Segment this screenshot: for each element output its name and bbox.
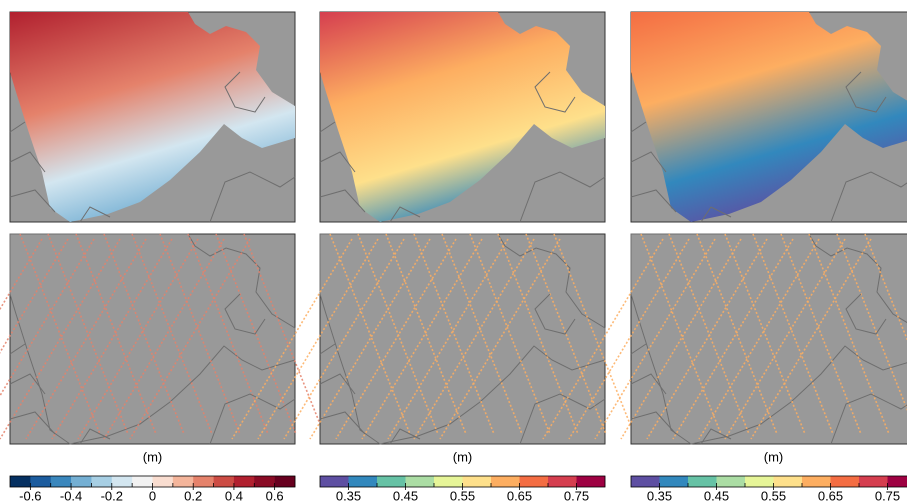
satellite-track	[698, 238, 820, 440]
satellite-track	[0, 238, 121, 440]
satellite-track	[231, 238, 353, 440]
colorbar-tick-label: 0.35	[336, 488, 361, 503]
colorbar-segment	[320, 476, 349, 487]
colorbar-segment	[10, 476, 31, 487]
colorbar-segment	[859, 476, 888, 487]
colorbar-segment	[548, 476, 577, 487]
colorbar-tick-label: 0.65	[818, 488, 843, 503]
map-panel	[319, 11, 606, 223]
colorbar-segment	[631, 476, 660, 487]
colorbar-segment	[405, 476, 435, 487]
colorbar-segment	[213, 476, 235, 487]
map-panels	[0, 11, 907, 445]
colorbar-segment	[519, 476, 549, 487]
satellite-track	[361, 238, 483, 440]
satellite-track	[439, 238, 561, 440]
satellite-track	[0, 238, 69, 354]
satellite-track	[335, 238, 457, 440]
colorbar-tick-label: -0.6	[19, 488, 41, 503]
colorbar-tick-label: 0.55	[450, 488, 475, 503]
colorbar-segment	[830, 476, 860, 487]
map-panel	[9, 11, 296, 223]
map-panel	[0, 233, 325, 445]
satellite-track	[672, 238, 794, 440]
colorbar-tick-label: 0.55	[761, 488, 786, 503]
colorbar-segment	[274, 476, 296, 487]
satellite-track	[283, 238, 405, 440]
satellite-track	[129, 238, 251, 440]
colorbar-segment	[172, 476, 194, 487]
colorbar-segment	[491, 476, 520, 487]
colorbar-segment	[30, 476, 52, 487]
satellite-track	[413, 238, 535, 440]
colorbar-label: (m)	[764, 449, 784, 464]
satellite-track	[103, 238, 225, 440]
panel-background	[319, 233, 606, 445]
colorbar-tick-label: 0.65	[507, 488, 532, 503]
panel-background	[630, 233, 907, 445]
colorbar-segment	[377, 476, 406, 487]
colorbar-tick-label: 0.45	[704, 488, 729, 503]
colorbar-segment	[576, 476, 606, 487]
map-panel	[231, 233, 635, 445]
colorbar-segment	[887, 476, 907, 487]
colorbar-tick-label: -0.2	[101, 488, 123, 503]
colorbar-segment	[462, 476, 492, 487]
colorbar-segment	[802, 476, 831, 487]
colorbar-segment	[434, 476, 463, 487]
colorbar-tick-label: 0	[149, 488, 156, 503]
colorbar-segment	[773, 476, 803, 487]
panel-background	[9, 233, 296, 445]
colorbar-label: (m)	[453, 449, 473, 464]
map-panel	[630, 11, 907, 223]
colorbar-tick-label: -0.4	[60, 488, 82, 503]
colorbar-tick-label: 0.45	[393, 488, 418, 503]
colorbar-segment	[132, 476, 153, 487]
colorbar-segment	[233, 476, 255, 487]
colorbar-tick-label: 0.35	[647, 488, 672, 503]
colorbar-tick-label: 0.2	[184, 488, 202, 503]
colorbar-segment	[71, 476, 92, 487]
colorbar-segment	[91, 476, 113, 487]
satellite-track	[51, 238, 173, 440]
colorbar-segment	[152, 476, 174, 487]
map-panel	[542, 233, 907, 445]
satellite-track	[646, 238, 768, 440]
colorbar-segment	[348, 476, 378, 487]
colorbar-segment	[745, 476, 774, 487]
colorbar-segment	[254, 476, 275, 487]
colorbar-segment	[716, 476, 746, 487]
satellite-track	[257, 238, 379, 440]
colorbar-segment	[193, 476, 214, 487]
colorbar-segment	[659, 476, 689, 487]
satellite-track	[594, 238, 716, 440]
satellite-track	[568, 238, 690, 440]
colorbar-segment	[111, 476, 133, 487]
satellite-track	[620, 238, 742, 440]
colorbar-tick-label: 0.6	[266, 488, 284, 503]
colorbar-tick-label: 0.75	[564, 488, 589, 503]
colorbar-tick-label: 0.4	[225, 488, 243, 503]
satellite-track	[724, 238, 846, 440]
colorbars: (m) -0.6 -0.4 -0.2 0 0.2 0.4 0.6 (m) 0.35 0.45 0.55…	[9, 449, 907, 503]
colorbar-segment	[688, 476, 717, 487]
colorbar-segment	[50, 476, 72, 487]
satellite-track	[0, 238, 95, 398]
satellite-track	[77, 238, 199, 440]
satellite-track	[387, 238, 509, 440]
satellite-track	[309, 238, 431, 440]
satellite-track	[25, 238, 147, 440]
colorbar-label: (m)	[143, 449, 163, 464]
satellite-track	[542, 238, 664, 440]
satellite-track	[750, 238, 872, 440]
colorbar-tick-label: 0.75	[875, 488, 900, 503]
